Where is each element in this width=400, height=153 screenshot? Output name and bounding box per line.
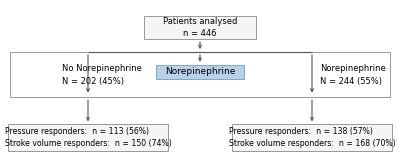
Text: No Norepinephrine
N = 202 (45%): No Norepinephrine N = 202 (45%) xyxy=(62,64,142,86)
Text: Pressure responders:  n = 113 (56%)
Stroke volume responders:  n = 150 (74%): Pressure responders: n = 113 (56%) Strok… xyxy=(5,127,171,148)
FancyBboxPatch shape xyxy=(10,52,390,97)
Text: Patients analysed
n = 446: Patients analysed n = 446 xyxy=(163,17,237,38)
FancyBboxPatch shape xyxy=(232,124,392,151)
Text: Pressure responders:  n = 138 (57%)
Stroke volume responders:  n = 168 (70%): Pressure responders: n = 138 (57%) Strok… xyxy=(229,127,395,148)
FancyBboxPatch shape xyxy=(8,124,168,151)
Text: Norepinephrine
N = 244 (55%): Norepinephrine N = 244 (55%) xyxy=(320,64,386,86)
FancyBboxPatch shape xyxy=(144,16,256,39)
FancyBboxPatch shape xyxy=(156,65,244,79)
Text: Norepinephrine: Norepinephrine xyxy=(165,67,235,76)
